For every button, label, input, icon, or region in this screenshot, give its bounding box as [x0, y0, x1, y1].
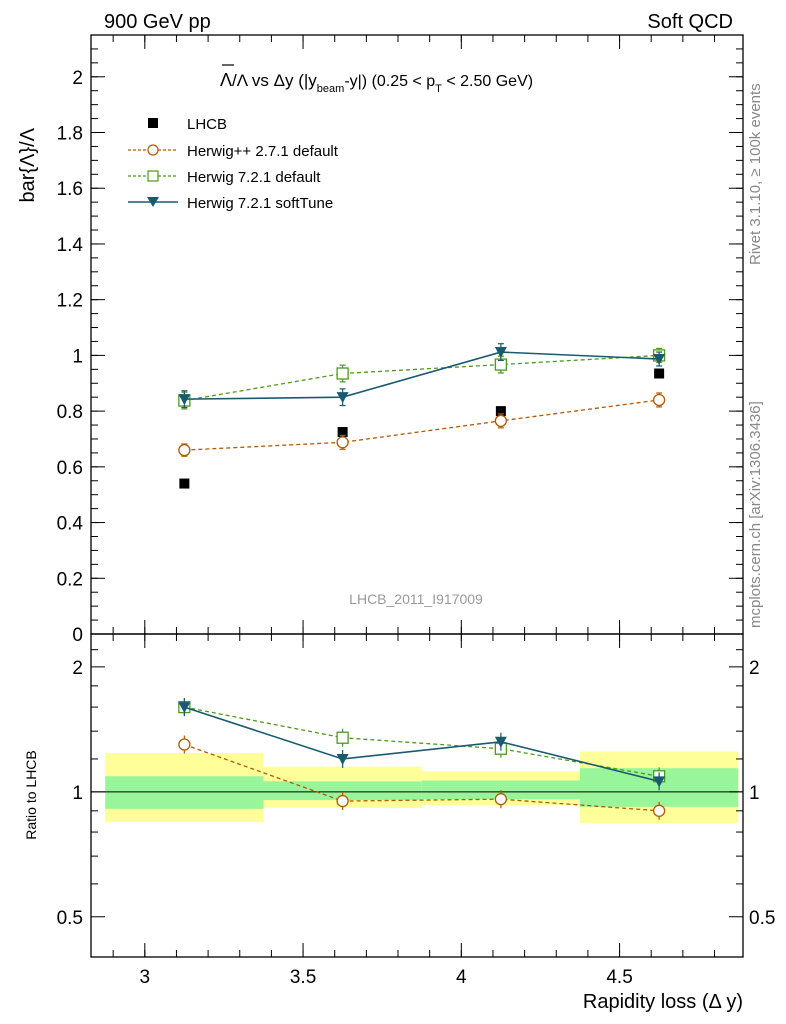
ratio-ytick-label-2: 2 — [72, 658, 83, 679]
main-point-lhcb-2 — [495, 406, 506, 417]
ratio-point-soft-0 — [178, 702, 191, 714]
ratio-line-soft — [184, 706, 660, 783]
legend-marker-h271 — [147, 144, 159, 156]
main-line-h721 — [184, 354, 660, 402]
ratio-line-h271 — [184, 743, 660, 812]
legend-label-lhcb: LHCB — [187, 116, 227, 133]
main-ytick-label-2: 0.4 — [57, 514, 84, 535]
analysis-watermark: LHCB_2011_I917009 — [349, 591, 483, 607]
ratio-ytick-label-0: 0.5 — [57, 908, 83, 929]
ratio-point-h271-0 — [178, 738, 191, 751]
ratio-bands — [91, 751, 743, 824]
legend-label-h271: Herwig++ 2.7.1 default — [187, 143, 339, 160]
ratio-ytick-label-right-2: 2 — [749, 658, 760, 679]
title-lambda-bar: Λ — [220, 70, 232, 90]
ratio-series — [178, 698, 666, 820]
ratio-ytick-label-right-1: 1 — [749, 783, 760, 804]
main-ytick-label-5: 1 — [72, 346, 83, 367]
ratio-point-soft-1 — [336, 753, 349, 765]
legend-label-soft: Herwig 7.2.1 softTune — [187, 195, 333, 212]
legend-label-h721: Herwig 7.2.1 default — [187, 169, 321, 186]
ratio-point-h271-1 — [336, 794, 349, 808]
main-point-soft-2 — [494, 347, 507, 359]
ratio-xtick-label-3: 4.5 — [606, 967, 632, 988]
main-point-soft-3 — [653, 354, 666, 366]
ratio-xtick-label-2: 4 — [456, 967, 467, 988]
band-inner-1 — [263, 781, 422, 801]
main-axes: 0 0.2 0.4 0.6 0.8 1 1.2 1.4 1.6 1.8 2 — [57, 34, 744, 646]
main-ytick-label-3: 0.6 — [57, 458, 83, 479]
legend-marker-h721 — [147, 170, 159, 182]
main-ytick-label-0: 0 — [72, 625, 83, 646]
main-point-h271-1 — [336, 436, 349, 449]
band-inner-0 — [105, 776, 264, 809]
legend: LHCB Herwig++ 2.7.1 default Herwig 7.2.1… — [128, 116, 339, 212]
main-point-h271-0 — [178, 443, 191, 457]
ratio-xlabel: Rapidity loss (Δ y) — [583, 991, 743, 1013]
main-point-h271-2 — [494, 414, 508, 428]
main-ytick-label-10: 2 — [72, 68, 83, 89]
ratio-point-soft-2 — [494, 736, 507, 748]
main-point-lhcb-3 — [654, 368, 665, 379]
band-inner-2 — [421, 780, 580, 800]
ratio-line-h721 — [184, 706, 660, 777]
ratio-ytick-label-right-0: 0.5 — [749, 908, 775, 929]
ratio-frame — [90, 633, 744, 958]
main-point-lhcb-1 — [337, 427, 348, 438]
ratio-axes: 0.5 0.5 1 1 2 2 3 3.5 4 4.5 — [57, 633, 775, 988]
ratio-point-h721-1 — [336, 731, 349, 744]
main-point-soft-0 — [178, 394, 191, 406]
main-ytick-label-7: 1.4 — [57, 235, 84, 256]
title-sub-beam: beam — [317, 83, 345, 95]
ratio-xtick-label-1: 3.5 — [290, 967, 316, 988]
main-ytick-label-9: 1.8 — [57, 124, 83, 145]
main-point-lhcb-0 — [179, 478, 190, 489]
ratio-point-soft-3 — [653, 776, 666, 788]
main-line-soft — [184, 351, 660, 400]
main-ytick-label-4: 0.8 — [57, 402, 83, 423]
main-series — [178, 343, 666, 489]
main-ylabel: bar{Λ}/Λ — [17, 127, 39, 202]
svg-text:Λ/Λ vs Δy (|ybeam-y|) (0.25 <: Λ/Λ vs Δy (|ybeam-y|) (0.25 < pT < 2.50 … — [220, 70, 533, 95]
header-top-right: Soft QCD — [647, 11, 733, 33]
main-ytick-label-6: 1.2 — [57, 291, 83, 312]
ratio-xtick-label-0: 3 — [140, 967, 151, 988]
ratio-ylabel: Ratio to LHCB — [23, 750, 39, 839]
legend-marker-soft — [147, 197, 159, 207]
title-part-a: /Λ vs Δy (|y — [232, 71, 317, 90]
main-point-h271-3 — [652, 393, 666, 407]
mcplots-label: mcplots.cern.ch [arXiv:1306.3436] — [747, 401, 764, 628]
rivet-version-label: Rivet 3.1.10, ≥ 100k events — [747, 83, 764, 265]
ratio-point-h271-3 — [652, 804, 666, 817]
main-point-soft-1 — [336, 392, 349, 404]
header-top-left: 900 GeV pp — [104, 11, 211, 33]
legend-marker-lhcb — [148, 118, 158, 128]
title-part-b: -y|) (0.25 < p — [344, 73, 435, 90]
main-ytick-label-8: 1.6 — [57, 179, 83, 200]
main-point-h721-1 — [336, 367, 349, 380]
title-part-c: < 2.50 GeV) — [442, 73, 533, 90]
main-line-h271 — [184, 399, 660, 451]
main-ytick-label-1: 0.2 — [57, 569, 83, 590]
title-sub-t: T — [435, 83, 442, 95]
plot-title: Λ/Λ vs Δy (|ybeam-y|) (0.25 < pT < 2.50 … — [220, 64, 533, 95]
ratio-ytick-label-1: 1 — [72, 783, 83, 804]
ratio-point-h271-2 — [494, 793, 508, 806]
